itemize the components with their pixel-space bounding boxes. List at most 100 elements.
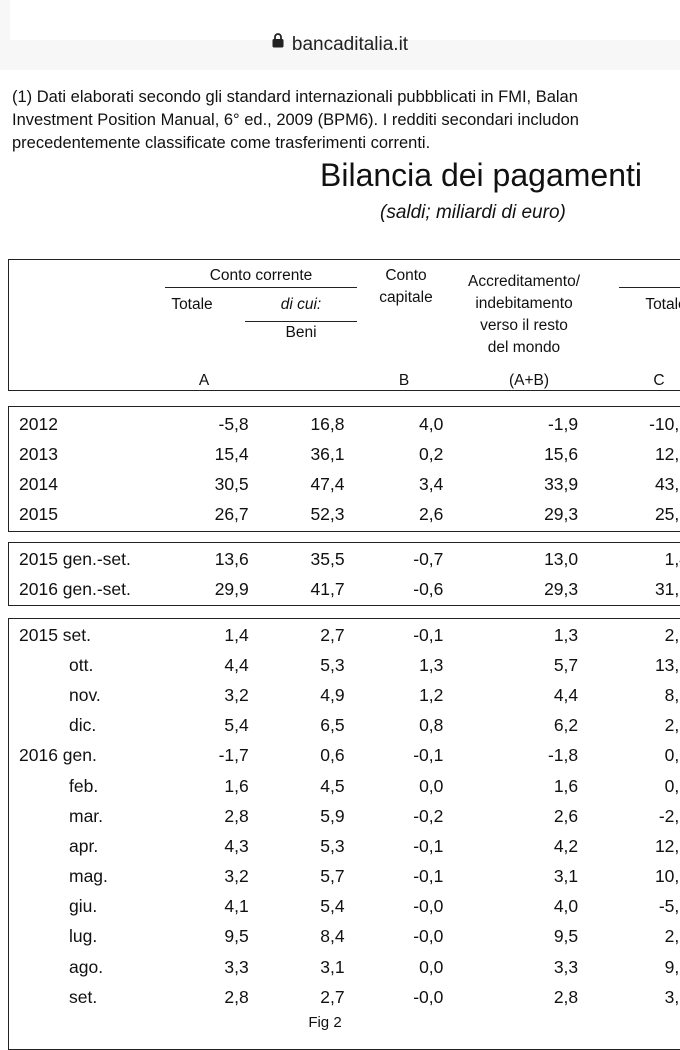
lock-icon — [272, 32, 284, 54]
table-cell: 2,3 — [664, 715, 680, 736]
row-label: 2016 gen.-set. — [19, 578, 131, 599]
table-cell: 12,7 — [654, 835, 680, 856]
table-cell: -5,8 — [218, 413, 249, 434]
address-bar[interactable]: bancaditalia.it — [0, 32, 680, 56]
table-row: 2013 15,4 36,1 0,2 15,6 12,8 — [9, 439, 680, 469]
table-cell: 3,1 — [553, 866, 579, 887]
footnote-line: precedentemente classificate come trasfe… — [12, 134, 431, 152]
table-cell: 2,8 — [553, 986, 579, 1007]
table-cell: 3,4 — [419, 473, 444, 494]
table-cell: 3,2 — [224, 866, 249, 887]
table-cell: 15,6 — [544, 443, 579, 464]
table-row: feb. 1,6 4,5 0,0 1,6 0,5 — [9, 771, 680, 801]
row-label: lug. — [69, 926, 98, 947]
table-cell: -1,7 — [218, 745, 249, 766]
browser-bar — [0, 0, 680, 70]
table-cell: 5,3 — [320, 654, 345, 675]
table-cell: 5,7 — [553, 654, 579, 675]
row-label: 2013 — [19, 443, 58, 464]
table-cell: 2,8 — [224, 805, 249, 826]
table-cell: 4,0 — [419, 413, 444, 434]
table-cell: -0,0 — [413, 986, 444, 1007]
table-row: set. 2,8 2,7 -0,0 2,8 3,6 — [9, 982, 680, 1012]
table-cell: 13,7 — [654, 654, 680, 675]
table-cell: -0,7 — [413, 548, 444, 569]
header-letter-c: C — [653, 372, 665, 389]
table-cell: -0,2 — [413, 805, 444, 826]
table-cell: 1,3 — [553, 624, 579, 645]
page-title: Bilancia dei pagamenti — [320, 157, 642, 193]
table-cell: 2,8 — [224, 986, 249, 1007]
header-accreditamento: Accreditamento/ indebitamento verso il r… — [468, 273, 580, 356]
table-row: 2015 gen.-set. 13,6 35,5 -0,7 13,0 1,4 — [9, 544, 680, 574]
table-cell: 0,0 — [419, 956, 444, 977]
table-cell: 12,8 — [654, 443, 680, 464]
table-cell: 1,4 — [224, 624, 249, 645]
annual-block: 2012 -5,8 16,8 4,0 -1,9 -10,2 2013 15,4 36,1 0,2 1… — [8, 406, 680, 532]
table-cell: 41,7 — [310, 578, 345, 599]
table-cell: 4,9 — [320, 684, 345, 705]
table-cell: 3,1 — [320, 956, 345, 977]
table-cell: 47,4 — [310, 473, 345, 494]
header-letter-b: B — [398, 372, 410, 389]
row-label: dic. — [69, 715, 97, 736]
table-row: 2012 -5,8 16,8 4,0 -1,9 -10,2 — [9, 409, 680, 439]
table-cell: 1,6 — [224, 775, 249, 796]
table-cell: 3,3 — [553, 956, 579, 977]
table-cell: 6,2 — [553, 715, 579, 736]
row-label: ago. — [69, 956, 104, 977]
table-row: apr. 4,3 5,3 -0,1 4,2 12,7 — [9, 831, 680, 861]
page-subtitle: (saldi; miliardi di euro) — [380, 202, 566, 223]
header-letter-apb: (A+B) — [508, 372, 550, 389]
table-cell: -0,1 — [413, 624, 444, 645]
table-cell: 29,3 — [544, 578, 579, 599]
table-row: nov. 3,2 4,9 1,2 4,4 8,1 — [9, 680, 680, 710]
header-rule — [245, 321, 357, 322]
table-cell: 9,5 — [224, 926, 249, 947]
footnote-line: Investment Position Manual, 6° ed., 2009… — [12, 111, 579, 129]
table-cell: -1,8 — [547, 745, 579, 766]
table-cell: 36,1 — [310, 443, 345, 464]
header-totale-a: Totale — [171, 296, 213, 313]
table-header: Conto corrente Totale di cui: Beni Conto… — [8, 259, 680, 391]
browser-tab-strip — [10, 0, 680, 40]
annual-table: 2012 -5,8 16,8 4,0 -1,9 -10,2 2013 15,4 36,1 0,2 1… — [9, 409, 680, 530]
header-rule — [619, 287, 680, 288]
url-text[interactable]: bancaditalia.it — [291, 34, 409, 56]
table-cell: -0,1 — [413, 835, 444, 856]
table-row: ago. 3,3 3,1 0,0 3,3 9,1 — [9, 952, 680, 982]
header-di-cui: di cui: — [280, 296, 322, 313]
table-cell: 2,6 — [419, 504, 444, 525]
footnote: (1) Dati elaborati secondo gli standard … — [12, 86, 680, 155]
table-cell: 1,6 — [553, 775, 579, 796]
table-cell: 29,3 — [544, 504, 579, 525]
table-cell: -0,0 — [413, 896, 444, 917]
table-cell: 2,7 — [320, 624, 345, 645]
period-block: 2015 gen.-set. 13,6 35,5 -0,7 13,0 1,4 2016 ge… — [8, 542, 680, 606]
table-cell: 9,1 — [664, 956, 680, 977]
period-table: 2015 gen.-set. 13,6 35,5 -0,7 13,0 1,4 2016 ge… — [9, 544, 680, 604]
table-cell: 5,4 — [224, 715, 249, 736]
table-cell: 5,4 — [320, 896, 345, 917]
row-label: mar. — [69, 805, 104, 826]
table-cell: -10,2 — [649, 413, 680, 434]
row-label: 2015 gen.-set. — [19, 548, 131, 569]
header-letter-a: A — [198, 372, 210, 389]
row-label: mag. — [69, 866, 108, 887]
table-row: mar. 2,8 5,9 -0,2 2,6 -2,1 — [9, 801, 680, 831]
table-cell: 3,6 — [664, 986, 680, 1007]
table-cell: 3,2 — [224, 684, 249, 705]
table-cell: -0,6 — [413, 578, 444, 599]
table-cell: 4,0 — [553, 896, 579, 917]
table-cell: 0,0 — [419, 775, 444, 796]
monthly-block: 2015 set. 1,4 2,7 -0,1 1,3 2,5 ott. 4,4 5,3 1,3 5,… — [8, 618, 680, 1050]
table-row: giu. 4,1 5,4 -0,0 4,0 -5,7 — [9, 892, 680, 922]
header-conto-capitale: Conto capitale — [379, 267, 433, 306]
header-totale-c: Totale — [645, 296, 680, 313]
table-row: 2014 30,5 47,4 3,4 33,9 43,8 — [9, 469, 680, 499]
header-conto-corrente: Conto corrente — [209, 267, 313, 284]
table-cell: 33,9 — [544, 473, 579, 494]
row-label: 2012 — [19, 413, 58, 434]
table-cell: 1,4 — [664, 548, 680, 569]
monthly-table: 2015 set. 1,4 2,7 -0,1 1,3 2,5 ott. 4,4 5,3 1,3 5,… — [9, 620, 680, 1012]
